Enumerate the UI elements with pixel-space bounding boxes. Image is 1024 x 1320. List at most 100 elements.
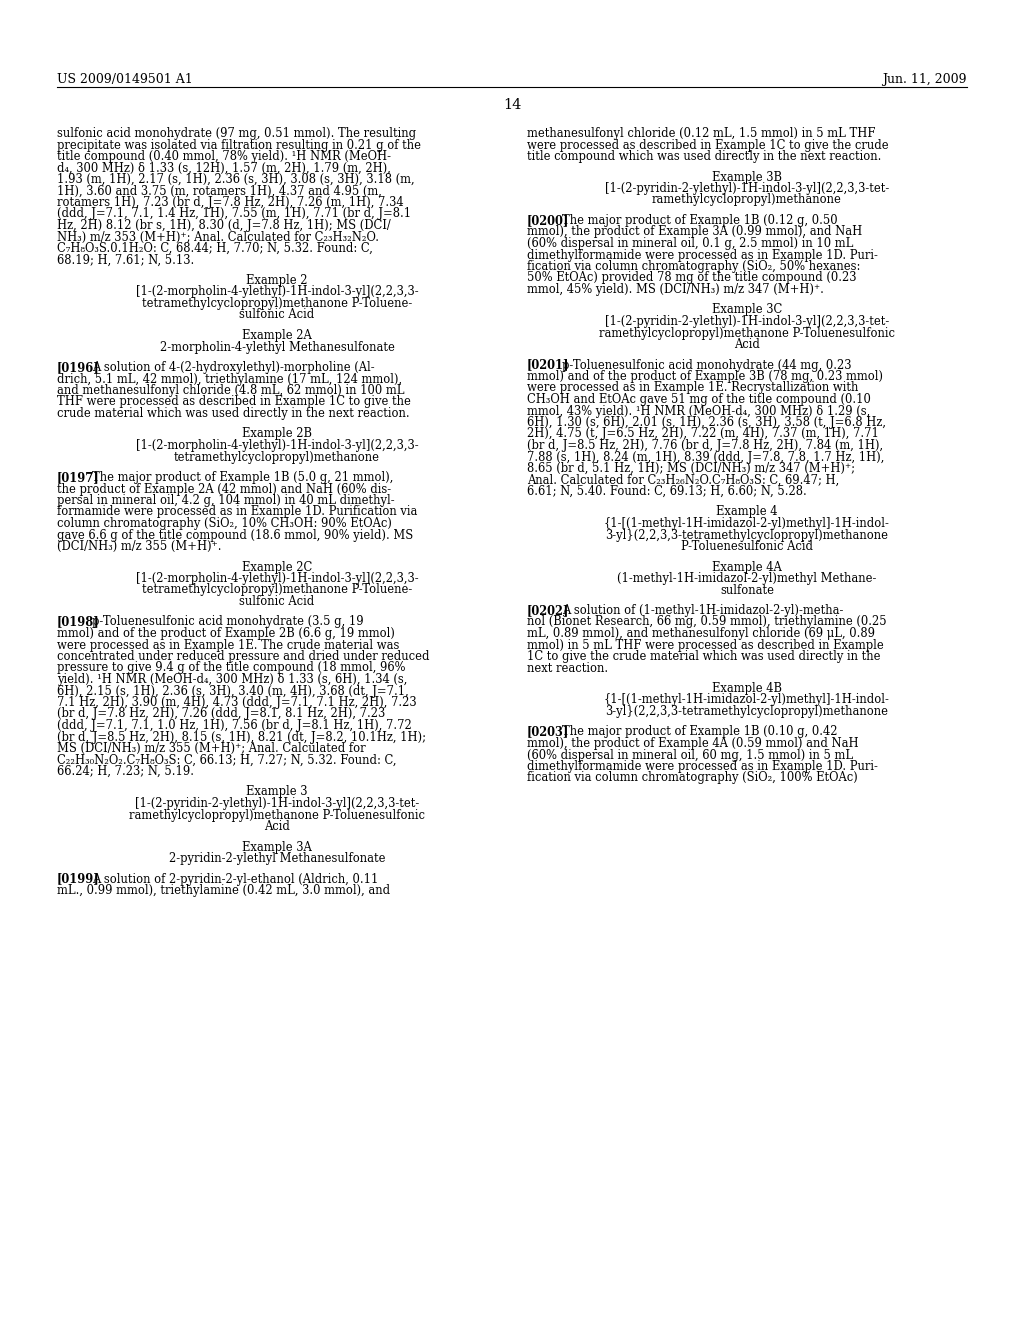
Text: [0203]: [0203] [527, 726, 569, 738]
Text: Example 2B: Example 2B [242, 428, 312, 441]
Text: sulfonate: sulfonate [720, 583, 774, 597]
Text: (1-methyl-1H-imidazol-2-yl)methyl Methane-: (1-methyl-1H-imidazol-2-yl)methyl Methan… [617, 572, 877, 585]
Text: 1.93 (m, 1H), 2.17 (s, 1H), 2.36 (s, 3H), 3.08 (s, 3H), 3.18 (m,: 1.93 (m, 1H), 2.17 (s, 1H), 2.36 (s, 3H)… [57, 173, 415, 186]
Text: were processed as described in Example 1C to give the crude: were processed as described in Example 1… [527, 139, 889, 152]
Text: [0201]: [0201] [527, 359, 569, 371]
Text: [0200]: [0200] [527, 214, 569, 227]
Text: 6H), 1.30 (s, 6H), 2.01 (s, 1H), 2.36 (s, 3H), 3.58 (t, J=6.8 Hz,: 6H), 1.30 (s, 6H), 2.01 (s, 1H), 2.36 (s… [527, 416, 886, 429]
Text: Acid: Acid [734, 338, 760, 351]
Text: gave 6.6 g of the title compound (18.6 mmol, 90% yield). MS: gave 6.6 g of the title compound (18.6 m… [57, 528, 414, 541]
Text: dimethylformamide were processed as in Example 1D. Puri-: dimethylformamide were processed as in E… [527, 248, 878, 261]
Text: {1-[(1-methyl-1H-imidazol-2-yl)methyl]-1H-indol-: {1-[(1-methyl-1H-imidazol-2-yl)methyl]-1… [604, 693, 890, 706]
Text: methanesulfonyl chloride (0.12 mL, 1.5 mmol) in 5 mL THF: methanesulfonyl chloride (0.12 mL, 1.5 m… [527, 127, 876, 140]
Text: [0198]: [0198] [57, 615, 99, 628]
Text: mmol) and of the product of Example 3B (78 mg, 0.23 mmol): mmol) and of the product of Example 3B (… [527, 370, 883, 383]
Text: were processed as in Example 1E. The crude material was: were processed as in Example 1E. The cru… [57, 639, 399, 652]
Text: Example 2C: Example 2C [242, 561, 312, 573]
Text: precipitate was isolated via filtration resulting in 0.21 g of the: precipitate was isolated via filtration … [57, 139, 421, 152]
Text: [1-(2-morpholin-4-ylethyl)-1H-indol-3-yl](2,2,3,3-: [1-(2-morpholin-4-ylethyl)-1H-indol-3-yl… [136, 440, 419, 451]
Text: mmol), the product of Example 3A (0.99 mmol), and NaH: mmol), the product of Example 3A (0.99 m… [527, 226, 862, 239]
Text: 1H), 3.60 and 3.75 (m, rotamers 1H), 4.37 and 4.95 (m,: 1H), 3.60 and 3.75 (m, rotamers 1H), 4.3… [57, 185, 382, 198]
Text: ramethylcyclopropyl)methanone: ramethylcyclopropyl)methanone [652, 194, 842, 206]
Text: Anal. Calculated for C₂₃H₂₆N₂O.C₇H₈O₃S: C, 69.47; H,: Anal. Calculated for C₂₃H₂₆N₂O.C₇H₈O₃S: … [527, 474, 840, 487]
Text: mL, 0.89 mmol), and methanesulfonyl chloride (69 μL, 0.89: mL, 0.89 mmol), and methanesulfonyl chlo… [527, 627, 874, 640]
Text: NH₃) m/z 353 (M+H)⁺; Anal. Calculated for C₂₃H₃₂N₂O.: NH₃) m/z 353 (M+H)⁺; Anal. Calculated fo… [57, 231, 379, 243]
Text: drich, 5.1 mL, 42 mmol), triethylamine (17 mL, 124 mmol),: drich, 5.1 mL, 42 mmol), triethylamine (… [57, 372, 402, 385]
Text: ramethylcyclopropyl)methanone P-Toluenesulfonic: ramethylcyclopropyl)methanone P-Toluenes… [129, 808, 425, 821]
Text: The major product of Example 1B (0.12 g, 0.50: The major product of Example 1B (0.12 g,… [562, 214, 838, 227]
Text: title compound which was used directly in the next reaction.: title compound which was used directly i… [527, 150, 882, 162]
Text: sulfonic Acid: sulfonic Acid [240, 309, 314, 322]
Text: CH₃OH and EtOAc gave 51 mg of the title compound (0.10: CH₃OH and EtOAc gave 51 mg of the title … [527, 393, 870, 407]
Text: [1-(2-pyridin-2-ylethyl)-1H-indol-3-yl](2,2,3,3-tet-: [1-(2-pyridin-2-ylethyl)-1H-indol-3-yl](… [135, 797, 419, 810]
Text: Example 3C: Example 3C [712, 304, 782, 317]
Text: [1-(2-morpholin-4-ylethyl)-1H-indol-3-yl](2,2,3,3-: [1-(2-morpholin-4-ylethyl)-1H-indol-3-yl… [136, 572, 419, 585]
Text: Example 4: Example 4 [716, 506, 778, 519]
Text: Example 3B: Example 3B [712, 170, 782, 183]
Text: 7.1 Hz, 2H), 3.90 (m, 4H), 4.73 (ddd, J=7.1, 7.1 Hz, 2H), 7.23: 7.1 Hz, 2H), 3.90 (m, 4H), 4.73 (ddd, J=… [57, 696, 417, 709]
Text: fication via column chromatography (SiO₂, 50% hexanes:: fication via column chromatography (SiO₂… [527, 260, 860, 273]
Text: title compound (0.40 mmol, 78% yield). ¹H NMR (MeOH-: title compound (0.40 mmol, 78% yield). ¹… [57, 150, 391, 162]
Text: formamide were processed as in Example 1D. Purification via: formamide were processed as in Example 1… [57, 506, 418, 519]
Text: mmol) in 5 mL THF were processed as described in Example: mmol) in 5 mL THF were processed as desc… [527, 639, 884, 652]
Text: concentrated under reduced pressure and dried under reduced: concentrated under reduced pressure and … [57, 649, 429, 663]
Text: Acid: Acid [264, 820, 290, 833]
Text: mL., 0.99 mmol), triethylamine (0.42 mL, 3.0 mmol), and: mL., 0.99 mmol), triethylamine (0.42 mL,… [57, 884, 390, 898]
Text: were processed as in Example 1E. Recrystallization with: were processed as in Example 1E. Recryst… [527, 381, 858, 395]
Text: P-Toluenesulfonic Acid: P-Toluenesulfonic Acid [681, 540, 813, 553]
Text: [1-(2-morpholin-4-ylethyl)-1H-indol-3-yl](2,2,3,3-: [1-(2-morpholin-4-ylethyl)-1H-indol-3-yl… [136, 285, 419, 298]
Text: [1-(2-pyridin-2-ylethyl)-1H-indol-3-yl](2,2,3,3-tet-: [1-(2-pyridin-2-ylethyl)-1H-indol-3-yl](… [605, 315, 889, 327]
Text: 6.61; N, 5.40. Found: C, 69.13; H, 6.60; N, 5.28.: 6.61; N, 5.40. Found: C, 69.13; H, 6.60;… [527, 484, 807, 498]
Text: ramethylcyclopropyl)methanone P-Toluenesulfonic: ramethylcyclopropyl)methanone P-Toluenes… [599, 326, 895, 339]
Text: 3-yl}(2,2,3,3-tetramethylcyclopropyl)methanone: 3-yl}(2,2,3,3-tetramethylcyclopropyl)met… [605, 705, 889, 718]
Text: [0202]: [0202] [527, 605, 569, 616]
Text: THF were processed as described in Example 1C to give the: THF were processed as described in Examp… [57, 396, 411, 408]
Text: 50% EtOAc) provided 78 mg of the title compound (0.23: 50% EtOAc) provided 78 mg of the title c… [527, 272, 856, 285]
Text: sulfonic acid monohydrate (97 mg, 0.51 mmol). The resulting: sulfonic acid monohydrate (97 mg, 0.51 m… [57, 127, 416, 140]
Text: 14: 14 [503, 98, 521, 112]
Text: US 2009/0149501 A1: US 2009/0149501 A1 [57, 73, 193, 86]
Text: C₂₂H₃₀N₂O₂.C₇H₈O₃S: C, 66.13; H, 7.27; N, 5.32. Found: C,: C₂₂H₃₀N₂O₂.C₇H₈O₃S: C, 66.13; H, 7.27; N… [57, 754, 396, 767]
Text: {1-[(1-methyl-1H-imidazol-2-yl)methyl]-1H-indol-: {1-[(1-methyl-1H-imidazol-2-yl)methyl]-1… [604, 517, 890, 531]
Text: nol (Bionet Research, 66 mg, 0.59 mmol), triethylamine (0.25: nol (Bionet Research, 66 mg, 0.59 mmol),… [527, 615, 887, 628]
Text: p-Toluenesulfonic acid monohydrate (44 mg, 0.23: p-Toluenesulfonic acid monohydrate (44 m… [562, 359, 852, 371]
Text: [0197]: [0197] [57, 471, 99, 484]
Text: (60% dispersal in mineral oil, 60 mg, 1.5 mmol) in 5 mL: (60% dispersal in mineral oil, 60 mg, 1.… [527, 748, 853, 762]
Text: A solution of (1-methyl-1H-imidazol-2-yl)-metha-: A solution of (1-methyl-1H-imidazol-2-yl… [562, 605, 844, 616]
Text: (br d, J=8.5 Hz, 2H), 8.15 (s, 1H), 8.21 (dt, J=8.2, 10.1Hz, 1H);: (br d, J=8.5 Hz, 2H), 8.15 (s, 1H), 8.21… [57, 730, 426, 743]
Text: 68.19; H, 7.61; N, 5.13.: 68.19; H, 7.61; N, 5.13. [57, 253, 195, 267]
Text: (br d, J=8.5 Hz, 2H), 7.76 (br d, J=7.8 Hz, 2H), 7.84 (m, 1H),: (br d, J=8.5 Hz, 2H), 7.76 (br d, J=7.8 … [527, 440, 883, 451]
Text: Example 3A: Example 3A [242, 841, 312, 854]
Text: [0199]: [0199] [57, 873, 99, 886]
Text: column chromatography (SiO₂, 10% CH₃OH: 90% EtOAc): column chromatography (SiO₂, 10% CH₃OH: … [57, 517, 392, 531]
Text: Example 2A: Example 2A [242, 329, 312, 342]
Text: A solution of 2-pyridin-2-yl-ethanol (Aldrich, 0.11: A solution of 2-pyridin-2-yl-ethanol (Al… [92, 873, 379, 886]
Text: the product of Example 2A (42 mmol) and NaH (60% dis-: the product of Example 2A (42 mmol) and … [57, 483, 391, 495]
Text: Example 3: Example 3 [246, 785, 308, 799]
Text: Example 4B: Example 4B [712, 682, 782, 696]
Text: [1-(2-pyridin-2-ylethyl)-1H-indol-3-yl](2,2,3,3-tet-: [1-(2-pyridin-2-ylethyl)-1H-indol-3-yl](… [605, 182, 889, 195]
Text: Hz, 2H) 8.12 (br s, 1H), 8.30 (d, J=7.8 Hz, 1H); MS (DCI/: Hz, 2H) 8.12 (br s, 1H), 8.30 (d, J=7.8 … [57, 219, 391, 232]
Text: (60% dispersal in mineral oil, 0.1 g, 2.5 mmol) in 10 mL: (60% dispersal in mineral oil, 0.1 g, 2.… [527, 238, 853, 249]
Text: A solution of 4-(2-hydroxylethyl)-morpholine (Al-: A solution of 4-(2-hydroxylethyl)-morpho… [92, 360, 375, 374]
Text: MS (DCI/NH₃) m/z 355 (M+H)⁺; Anal. Calculated for: MS (DCI/NH₃) m/z 355 (M+H)⁺; Anal. Calcu… [57, 742, 366, 755]
Text: rotamers 1H), 7.23 (br d, J=7.8 Hz, 2H), 7.26 (m, 1H), 7.34: rotamers 1H), 7.23 (br d, J=7.8 Hz, 2H),… [57, 195, 403, 209]
Text: (br d, J=7.8 Hz, 2H), 7.26 (ddd, J=8.1, 8.1 Hz, 2H), 7.23: (br d, J=7.8 Hz, 2H), 7.26 (ddd, J=8.1, … [57, 708, 385, 721]
Text: dimethylformamide were processed as in Example 1D. Puri-: dimethylformamide were processed as in E… [527, 760, 878, 774]
Text: 2H), 4.75 (t, J=6.5 Hz, 2H), 7.22 (m, 4H), 7.37 (m, 1H), 7.71: 2H), 4.75 (t, J=6.5 Hz, 2H), 7.22 (m, 4H… [527, 428, 879, 441]
Text: mmol, 43% yield). ¹H NMR (MeOH-d₄, 300 MHz) δ 1.29 (s,: mmol, 43% yield). ¹H NMR (MeOH-d₄, 300 M… [527, 404, 870, 417]
Text: crude material which was used directly in the next reaction.: crude material which was used directly i… [57, 407, 410, 420]
Text: 3-yl}(2,2,3,3-tetramethylcyclopropyl)methanone: 3-yl}(2,2,3,3-tetramethylcyclopropyl)met… [605, 528, 889, 541]
Text: 8.65 (br d, 5.1 Hz, 1H); MS (DCI/NH₃) m/z 347 (M+H)⁺;: 8.65 (br d, 5.1 Hz, 1H); MS (DCI/NH₃) m/… [527, 462, 855, 475]
Text: pressure to give 9.4 g of the title compound (18 mmol, 96%: pressure to give 9.4 g of the title comp… [57, 661, 406, 675]
Text: mmol) and of the product of Example 2B (6.6 g, 19 mmol): mmol) and of the product of Example 2B (… [57, 627, 395, 640]
Text: 66.24; H, 7.23; N, 5.19.: 66.24; H, 7.23; N, 5.19. [57, 766, 194, 777]
Text: 6H), 2.15 (s, 1H), 2.36 (s, 3H), 3.40 (m, 4H), 3.68 (dt, J=7.1,: 6H), 2.15 (s, 1H), 2.36 (s, 3H), 3.40 (m… [57, 685, 409, 697]
Text: sulfonic Acid: sulfonic Acid [240, 595, 314, 609]
Text: (ddd, J=7.1, 7.1, 1.0 Hz, 1H), 7.56 (br d, J=8.1 Hz, 1H), 7.72: (ddd, J=7.1, 7.1, 1.0 Hz, 1H), 7.56 (br … [57, 719, 412, 733]
Text: mmol, 45% yield). MS (DCI/NH₃) m/z 347 (M+H)⁺.: mmol, 45% yield). MS (DCI/NH₃) m/z 347 (… [527, 282, 824, 296]
Text: fication via column chromatography (SiO₂, 100% EtOAc): fication via column chromatography (SiO₂… [527, 771, 858, 784]
Text: 2-morpholin-4-ylethyl Methanesulfonate: 2-morpholin-4-ylethyl Methanesulfonate [160, 341, 394, 354]
Text: The major product of Example 1B (0.10 g, 0.42: The major product of Example 1B (0.10 g,… [562, 726, 838, 738]
Text: Jun. 11, 2009: Jun. 11, 2009 [883, 73, 967, 86]
